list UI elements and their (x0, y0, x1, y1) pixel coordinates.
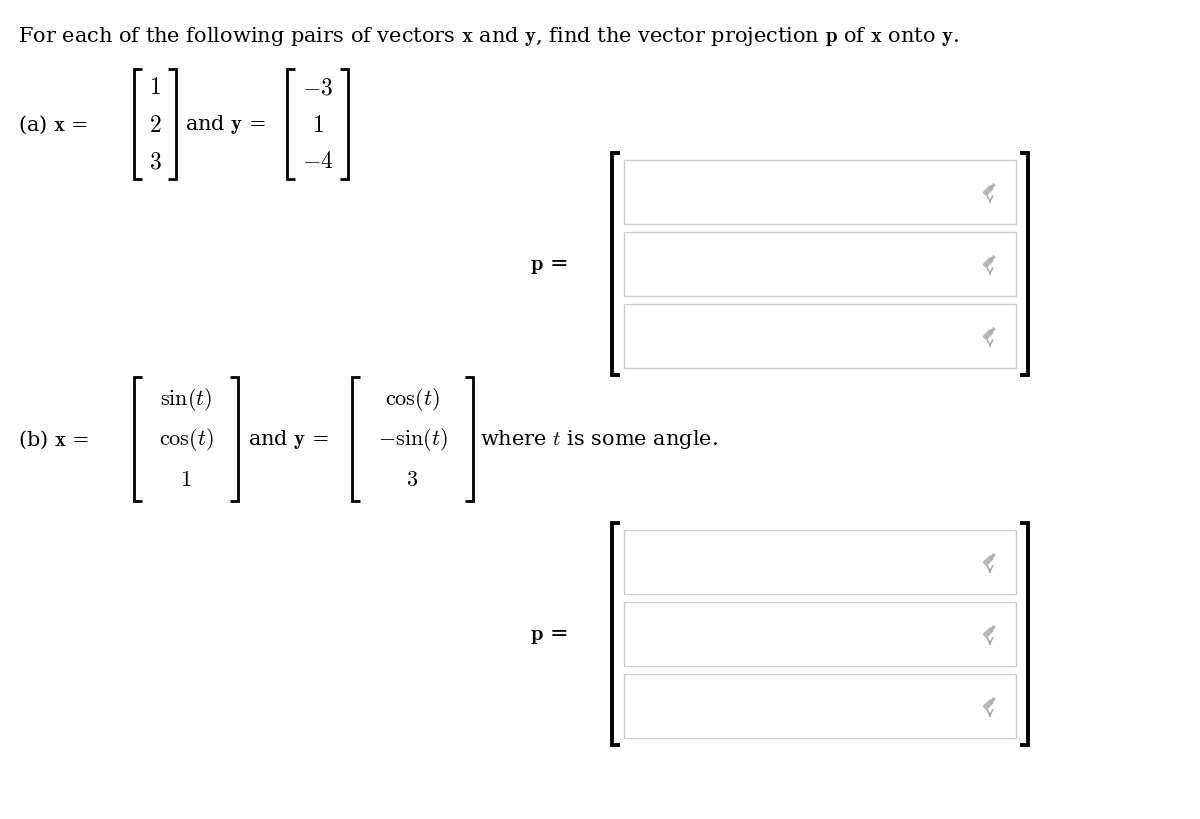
FancyBboxPatch shape (624, 602, 1016, 666)
Text: $-3$: $-3$ (302, 76, 334, 99)
Text: (a) $\mathbf{x}$ =: (a) $\mathbf{x}$ = (18, 114, 89, 136)
Text: $1$: $1$ (180, 468, 192, 491)
Text: $\mathbf{p}$ =: $\mathbf{p}$ = (530, 623, 568, 645)
Text: and $\mathbf{y}$ =: and $\mathbf{y}$ = (185, 113, 266, 136)
FancyBboxPatch shape (624, 674, 1016, 738)
Text: $1$: $1$ (312, 113, 324, 136)
Text: For each of the following pairs of vectors $\mathbf{x}$ and $\mathbf{y}$, find t: For each of the following pairs of vecto… (18, 25, 959, 48)
Text: (b) $\mathbf{x}$ =: (b) $\mathbf{x}$ = (18, 428, 89, 450)
Text: $-4$: $-4$ (301, 151, 334, 174)
Text: $2$: $2$ (149, 113, 161, 136)
FancyBboxPatch shape (624, 161, 1016, 224)
Text: $\mathbf{p}$ =: $\mathbf{p}$ = (530, 254, 568, 276)
Text: $1$: $1$ (149, 76, 161, 99)
Text: $-\sin(t)$: $-\sin(t)$ (378, 426, 448, 453)
Text: $\cos(t)$: $\cos(t)$ (385, 386, 440, 413)
FancyBboxPatch shape (624, 305, 1016, 369)
Text: $3$: $3$ (149, 151, 161, 174)
Text: $\sin(t)$: $\sin(t)$ (160, 386, 212, 413)
Text: $3$: $3$ (407, 468, 419, 491)
FancyBboxPatch shape (624, 531, 1016, 595)
FancyBboxPatch shape (624, 233, 1016, 296)
Text: and $\mathbf{y}$ =: and $\mathbf{y}$ = (248, 428, 329, 451)
Text: where $t$ is some angle.: where $t$ is some angle. (480, 428, 718, 451)
Text: $\cos(t)$: $\cos(t)$ (158, 426, 214, 453)
